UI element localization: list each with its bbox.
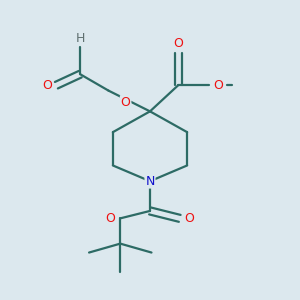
Text: O: O [121,96,130,109]
Text: N: N [145,175,155,188]
Text: O: O [43,79,52,92]
Text: O: O [213,79,223,92]
Text: O: O [106,212,116,225]
Text: O: O [173,38,183,50]
Text: O: O [184,212,194,225]
Text: H: H [76,32,85,45]
